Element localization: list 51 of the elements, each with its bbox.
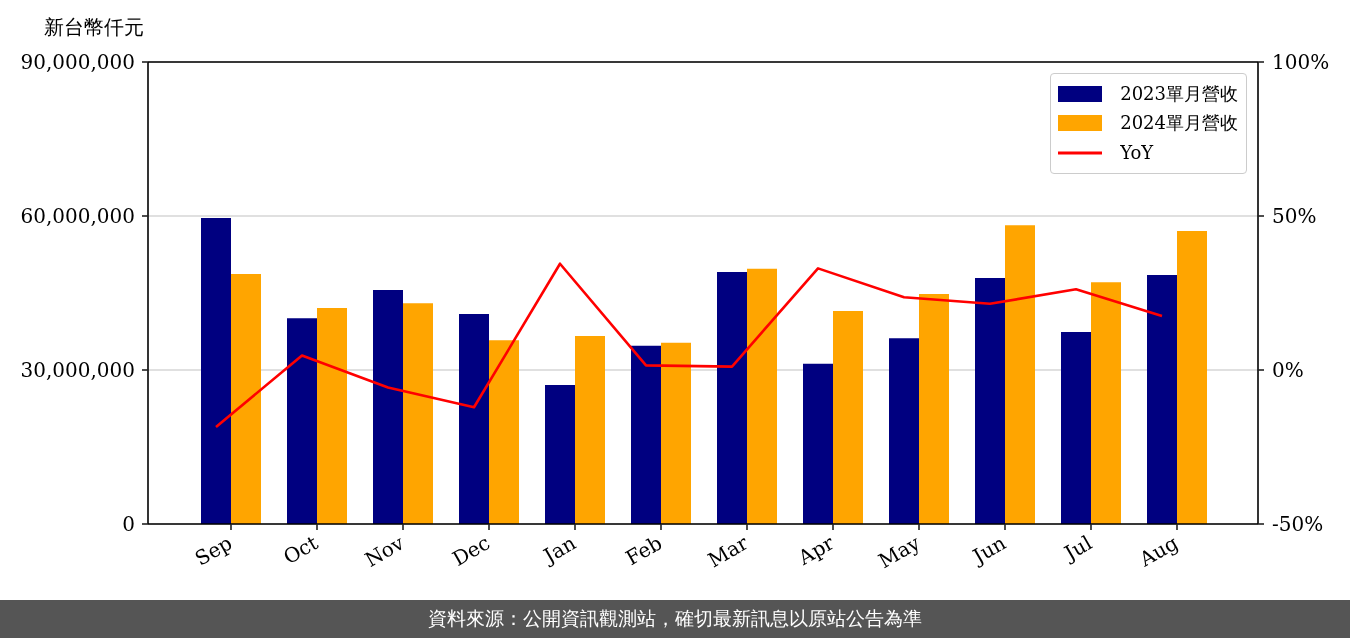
bar — [231, 274, 261, 524]
bar — [833, 310, 863, 524]
source-note: 資料來源：公開資訊觀測站，確切最新訊息以原站公告為準 — [428, 606, 922, 631]
bar — [889, 338, 919, 524]
bar — [201, 218, 231, 524]
bar — [631, 345, 661, 524]
x-tick-label: Feb — [621, 530, 666, 571]
x-tick-label: Jun — [967, 530, 1011, 570]
x-tick-label: Oct — [279, 530, 322, 570]
bar — [459, 314, 489, 524]
bar — [717, 271, 747, 524]
y-axis-title: 新台幣仟元 — [44, 14, 144, 41]
line-series — [214, 262, 1164, 429]
bar — [975, 278, 1005, 524]
bar — [317, 307, 347, 524]
x-tick-label: Sep — [190, 530, 236, 571]
x-tick-label: Mar — [703, 530, 753, 573]
y2-tick-label: -50% — [1272, 512, 1324, 537]
x-tick-label: Dec — [448, 530, 494, 571]
bar — [489, 340, 519, 524]
y2-tick-label: 50% — [1272, 204, 1317, 229]
x-tick-label: May — [874, 530, 925, 574]
bar — [545, 384, 575, 524]
y-tick-label: 0 — [122, 512, 135, 537]
footer-banner: 資料來源：公開資訊觀測站，確切最新訊息以原站公告為準 — [0, 600, 1350, 638]
y-tick-label: 60,000,000 — [20, 204, 135, 229]
bar — [575, 336, 605, 524]
legend-label: 2023單月營收 — [1120, 81, 1238, 106]
bar — [1091, 282, 1121, 524]
bar — [803, 363, 833, 524]
bar — [1147, 275, 1177, 524]
bar — [373, 289, 403, 524]
legend-label: YoY — [1120, 142, 1154, 164]
x-tick-label: Apr — [793, 530, 839, 571]
bar — [919, 294, 949, 524]
x-tick-label: Jan — [537, 530, 581, 569]
x-tick-label: Jul — [1058, 530, 1096, 566]
x-tick-label: Nov — [360, 530, 409, 572]
bar — [747, 268, 777, 524]
x-tick-label: Aug — [1134, 530, 1183, 572]
bar — [1005, 225, 1035, 524]
bar — [403, 303, 433, 524]
y-tick-label: 90,000,000 — [20, 50, 135, 75]
legend-label: 2024單月營收 — [1120, 111, 1238, 136]
bar — [287, 318, 317, 524]
y2-tick-label: 100% — [1272, 50, 1330, 75]
bar — [661, 342, 691, 524]
y2-tick-label: 0% — [1272, 358, 1304, 383]
y-tick-label: 30,000,000 — [20, 358, 135, 383]
bar — [1177, 230, 1207, 524]
bar — [1061, 332, 1091, 524]
